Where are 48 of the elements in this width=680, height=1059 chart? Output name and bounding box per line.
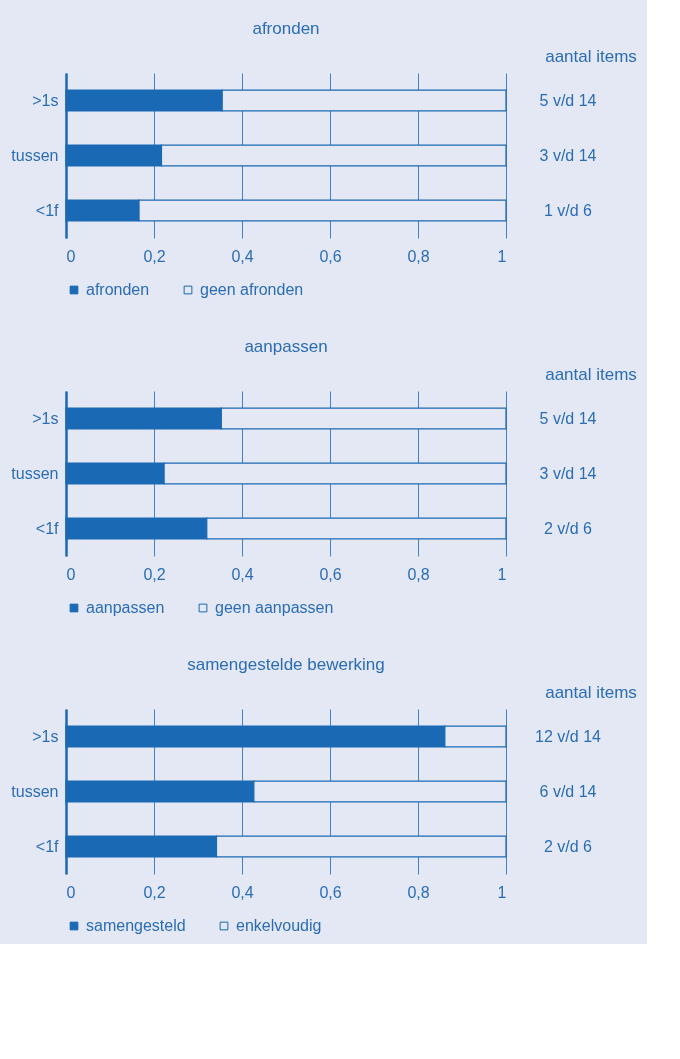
x-tick-label: 0,2 [143, 247, 166, 265]
legend-label: samengesteld [86, 917, 186, 934]
x-tick-label: 0,8 [407, 883, 430, 901]
legend-label: geen aanpassen [215, 599, 334, 616]
text: 1 v/d 6 [543, 201, 593, 219]
x-tick-label: 0 [66, 883, 76, 901]
chart-title: afronden [252, 19, 320, 38]
y-tick-label: tussen [11, 146, 59, 164]
chart-title: aanpassen [244, 337, 328, 356]
x-tick-label: 0,6 [319, 883, 342, 901]
x-tick-label: 1 [497, 247, 507, 265]
y-tick-label: <1f [35, 837, 60, 855]
legend-label: afronden [86, 281, 150, 298]
x-tick-label: 0,4 [231, 565, 254, 583]
y-tick-label: >1s [32, 727, 59, 745]
legend-label: geen afronden [200, 281, 304, 298]
text: 3 v/d 14 [539, 464, 597, 482]
legend-label: aanpassen [86, 599, 165, 616]
text: 5 v/d 14 [539, 409, 597, 427]
chart-title: samengestelde bewerking [187, 655, 385, 674]
x-tick-label: 1 [497, 883, 507, 901]
x-tick-label: 0,8 [407, 565, 430, 583]
y-tick-label: tussen [11, 464, 59, 482]
y-tick-label: >1s [32, 91, 59, 109]
legend-label: enkelvoudig [236, 917, 322, 934]
x-tick-label: 0,4 [231, 883, 254, 901]
text: 6 v/d 14 [539, 782, 597, 800]
y-tick-label: <1f [35, 519, 60, 537]
x-tick-label: 0,2 [143, 565, 166, 583]
y-tick-label: >1s [32, 409, 59, 427]
x-tick-label: 0 [66, 565, 76, 583]
text: 3 v/d 14 [539, 146, 597, 164]
x-tick-label: 0 [66, 247, 76, 265]
text: 2 v/d 6 [543, 519, 593, 537]
y2-axis-title: aantal items [545, 683, 637, 702]
y-tick-label: <1f [35, 201, 60, 219]
x-tick-label: 0,6 [319, 565, 342, 583]
x-tick-label: 0,2 [143, 883, 166, 901]
y2-axis-title: aantal items [545, 365, 637, 384]
x-tick-label: 0,4 [231, 247, 254, 265]
text: 2 v/d 6 [543, 837, 593, 855]
x-tick-label: 0,8 [407, 247, 430, 265]
text: 12 v/d 14 [535, 727, 602, 745]
x-tick-label: 1 [497, 565, 507, 583]
y-tick-label: tussen [11, 782, 59, 800]
text: 5 v/d 14 [539, 91, 597, 109]
x-tick-label: 0,6 [319, 247, 342, 265]
y2-axis-title: aantal items [545, 47, 637, 66]
